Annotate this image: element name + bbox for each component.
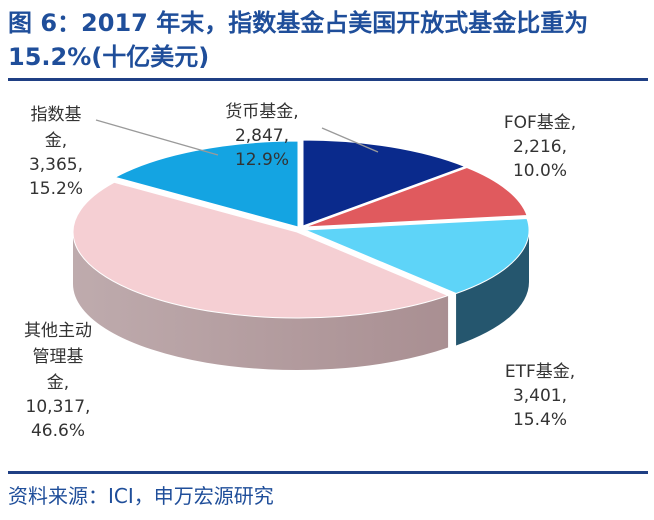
slice-label-line: 15.2% <box>29 179 83 199</box>
slice-label-money: 货币基金, 2,847, 12.9% <box>225 102 298 170</box>
slice-label-line: 管理基 <box>33 347 84 367</box>
pie-sides <box>73 230 529 370</box>
slice-label-line: 货币基金, <box>225 102 298 122</box>
slice-label-line: 10.0% <box>513 161 567 181</box>
source-note: 资料来源：ICI，申万宏源研究 <box>8 484 274 508</box>
slice-label-index: 指数基金, 3,365, 15.2% <box>29 105 83 199</box>
slice-label-line: ETF基金, <box>505 362 575 382</box>
footer-divider <box>8 471 648 474</box>
slice-label-line: 2,216, <box>513 137 567 157</box>
slice-index <box>113 140 299 228</box>
slice-label-line: 3,401, <box>513 386 567 406</box>
slice-label-line: 3,365, <box>29 155 83 175</box>
slice-label-line: 金, <box>47 373 69 393</box>
slice-etf <box>304 217 530 295</box>
slice-label-line: FOF基金, <box>504 113 576 133</box>
slice-label-line: 15.4% <box>513 410 567 430</box>
leader-lines <box>95 119 379 156</box>
slice-label-line: 金, <box>45 131 67 151</box>
slice-label-fof: FOF基金, 2,216, 10.0% <box>504 113 576 181</box>
slice-other <box>72 181 450 319</box>
title-divider <box>8 78 648 81</box>
slice-labels: 货币基金, 2,847, 12.9% FOF基金, 2,216, 10.0% ETF基金, 3… <box>24 102 576 441</box>
slice-label-line: 12.9% <box>235 150 289 170</box>
slice-label-line: 46.6% <box>31 421 85 441</box>
slice-label-line: 10,317, <box>26 397 91 417</box>
pie-tops <box>72 139 530 319</box>
leader-line-index <box>95 119 219 156</box>
slice-side-etf <box>456 230 529 346</box>
slice-label-etf: ETF基金, 3,401, 15.4% <box>505 362 575 430</box>
slice-money <box>302 139 467 227</box>
leader-line-money <box>321 127 379 153</box>
chart-title: 图 6：2017 年末，指数基金占美国开放式基金比重为 15.2%(十亿美元) <box>8 9 589 71</box>
slice-label-line: 2,847, <box>235 126 289 146</box>
slice-label-other: 其他主动管理基金, 10,317, 46.6% <box>24 321 92 441</box>
slice-side-other <box>73 232 449 370</box>
slice-label-line: 其他主动 <box>24 321 92 341</box>
slice-fof <box>304 167 528 228</box>
slice-label-line: 指数基 <box>31 105 82 125</box>
